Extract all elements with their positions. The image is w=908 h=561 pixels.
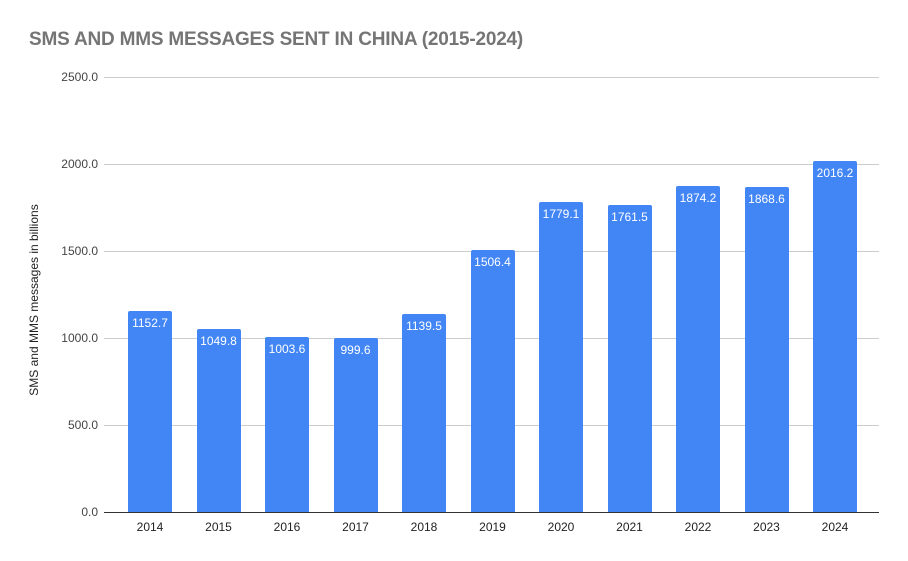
chart-title: SMS AND MMS MESSAGES SENT IN CHINA (2015… (29, 29, 524, 50)
x-tick-label: 2019 (479, 520, 506, 534)
x-tick-label: 2018 (410, 520, 438, 534)
bar-2020[interactable]: 1779.1 (539, 202, 583, 512)
bar-value-label: 1868.6 (748, 191, 785, 206)
x-tick-label: 2024 (821, 520, 849, 534)
bar-2018[interactable]: 1139.5 (402, 313, 446, 512)
y-tick-label: 0.0 (81, 505, 98, 519)
bar-2019[interactable]: 1506.4 (470, 249, 515, 512)
bar-2015[interactable]: 1049.8 (196, 329, 241, 512)
y-tick-label: 1500.0 (61, 244, 98, 258)
y-axis-label: SMS and MMS messages in billions (27, 204, 41, 396)
bar-value-label: 999.6 (340, 343, 371, 358)
bar-2017[interactable]: 999.6 (333, 338, 378, 512)
bar-value-label: 1874.2 (679, 190, 717, 205)
bar-2023[interactable]: 1868.6 (744, 186, 789, 512)
bar-2022[interactable]: 1874.2 (676, 185, 720, 512)
x-tick-label: 2021 (616, 520, 643, 534)
bar-2024[interactable]: 2016.2 (813, 161, 857, 512)
bar-value-label: 1761.5 (611, 210, 648, 225)
y-tick-label: 2000.0 (61, 157, 98, 171)
bar-2016[interactable]: 1003.6 (265, 337, 309, 512)
x-tick-label: 2022 (684, 520, 712, 534)
gridline (104, 164, 879, 165)
x-tick-label: 2016 (273, 520, 301, 534)
x-tick-label: 2017 (342, 520, 369, 534)
x-tick-label: 2020 (547, 520, 575, 534)
bar-2021[interactable]: 1761.5 (607, 205, 652, 512)
y-tick-label: 1000.0 (61, 331, 98, 345)
bar-2014[interactable]: 1152.7 (128, 311, 172, 512)
x-tick-label: 2023 (753, 520, 780, 534)
x-axis-line (104, 512, 879, 513)
bar-value-label: 1139.5 (406, 318, 442, 333)
bar-value-label: 1779.1 (542, 207, 580, 222)
plot-area: 1152.7 1049.8 1003.6 999.6 1139.5 1506.4 1779.… (104, 77, 879, 513)
y-tick-label: 2500.0 (61, 70, 98, 84)
x-tick-label: 2015 (205, 520, 232, 534)
bar-value-label: 1506.4 (474, 254, 511, 269)
y-tick-label: 500.0 (67, 418, 98, 432)
gridline (104, 77, 879, 78)
bar-value-label: 1003.6 (268, 342, 306, 357)
bar-value-label: 2016.2 (816, 166, 854, 181)
x-tick-label: 2014 (136, 520, 164, 534)
bar-value-label: 1152.7 (132, 316, 168, 331)
bar-value-label: 1049.8 (200, 334, 237, 349)
